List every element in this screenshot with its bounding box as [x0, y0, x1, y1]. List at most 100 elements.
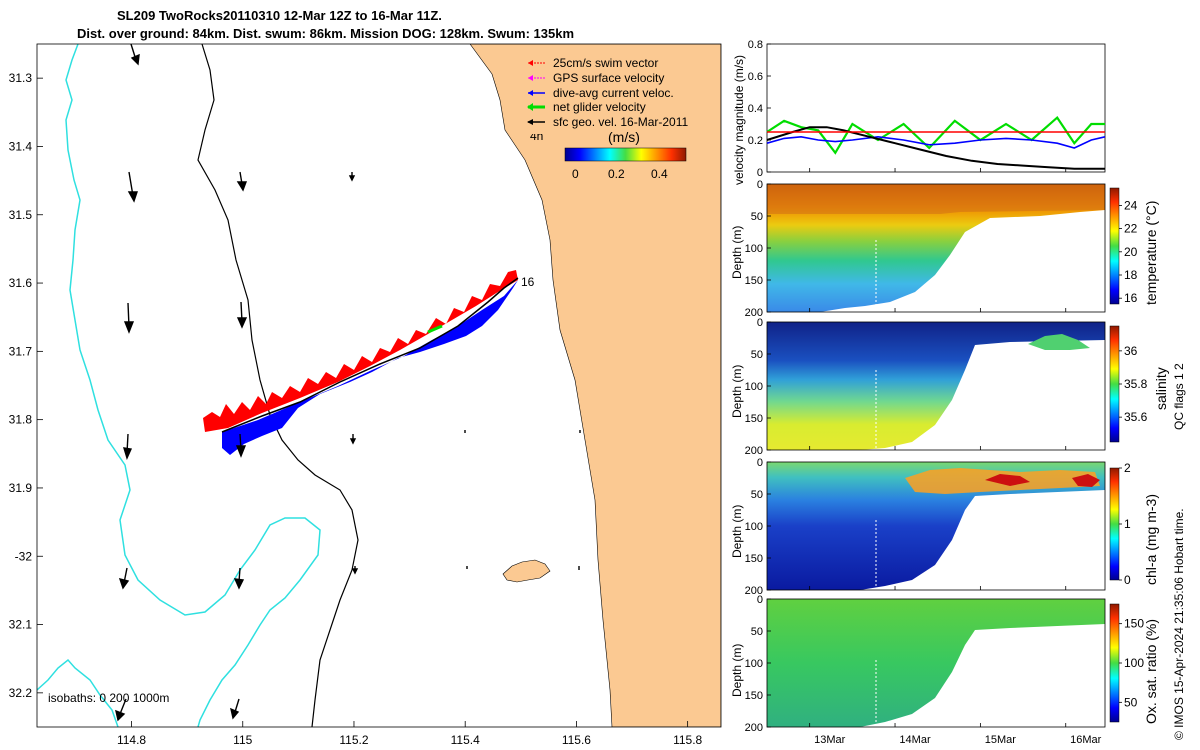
salinity-section: [767, 322, 1105, 450]
map-x-tick-label: 114.8: [117, 733, 146, 747]
legend-label-gps: GPS surface velocity: [553, 71, 664, 85]
velocity-y-tick-label: 0.6: [748, 71, 763, 83]
net-glider-velocity: [427, 324, 443, 334]
map-legend: 25cm/s swim vector GPS surface velocity …: [520, 52, 715, 181]
isobath-1000m: [65, 44, 321, 727]
depth-tick-label: 100: [745, 243, 763, 255]
colorbar-title: (m/s): [608, 129, 640, 145]
depth-tick-label: 50: [751, 489, 763, 501]
map-y-tick-label: 31.3: [9, 71, 33, 85]
legend-item-swim: 25cm/s swim vector: [528, 56, 658, 70]
time-tick-label: 15Mar: [985, 734, 1017, 746]
legend-item-sfc-geo: sfc geo. vel. 16-Mar-2011: [527, 115, 689, 129]
glider-track: [221, 277, 519, 433]
temp-cblabel: temperature (°C): [1143, 201, 1159, 305]
temperature-section: [767, 184, 1105, 312]
map-y-tick-label: 32.2: [9, 686, 33, 700]
map-y-tick-label: 31.5: [9, 208, 33, 222]
velocity-plot: [766, 115, 1106, 170]
map-y-tick-label: -32: [15, 549, 33, 563]
map-x-tick-label: 115.4: [451, 733, 480, 747]
chl-colorbar-ticks: 2 1 0: [1119, 461, 1131, 587]
colorbar-tick-label: 16: [1124, 291, 1138, 305]
island: [502, 559, 551, 583]
track-label: 16: [521, 275, 535, 289]
sal-colorbar: [1109, 325, 1120, 443]
colorbar-tick-label: 18: [1124, 268, 1138, 282]
map-y-tick-label: 31.8: [9, 413, 33, 427]
ox-colorbar: [1109, 603, 1120, 723]
velocity-series: [766, 126, 1105, 170]
depth-tick-label: 200: [745, 722, 763, 734]
colorbar-tick-label: 24: [1124, 198, 1138, 212]
velocity-series: [766, 135, 1106, 149]
velocity-y-tick-label: 0: [757, 167, 763, 179]
chl-panel: 0 50 100 150 200 2 1 0 chl-a (mg m-3) Depth (m…: [730, 457, 1159, 597]
velocity-axes-frame: [766, 43, 1106, 173]
temp-colorbar-ticks: 24 22 20 18 16: [1119, 198, 1138, 305]
map-y-tick-label: 31.9: [9, 481, 33, 495]
colorbar-tick-2: 0.4: [651, 167, 668, 181]
map-y-tick-label: 31.6: [9, 276, 33, 290]
speed-colorbar: [564, 147, 687, 162]
colorbar-tick-label: 36: [1124, 344, 1138, 358]
map-y-tick-label: 31.7: [9, 344, 33, 358]
map-x-tick-label: 115.8: [673, 733, 702, 747]
colorbar-tick-label: 2: [1124, 461, 1131, 475]
colorbar-tick-label: 1: [1124, 517, 1131, 531]
chl-ylabel: Depth (m): [730, 505, 744, 558]
salinity-panel: 0 50 100 150 200 36 35.8 35.6 salinity Depth (…: [730, 317, 1169, 457]
ox-panel: 0 50 100 150 200 150 100 50 Ox. sat. ratio (%)…: [730, 594, 1159, 734]
velocity-axes: 0 0.2 0.4 0.6 0.8: [748, 39, 771, 179]
map-x-tick-label: 115.2: [339, 733, 368, 747]
sal-cblabel: salinity: [1153, 367, 1169, 410]
chl-cblabel: chl-a (mg m-3): [1143, 494, 1159, 585]
legend-label-sfc-geo: sfc geo. vel. 16-Mar-2011: [553, 115, 689, 129]
depth-tick-label: 150: [745, 413, 763, 425]
depth-tick-label: 0: [757, 179, 763, 191]
map-axes-frame: [36, 43, 722, 728]
depth-tick-label: 100: [745, 658, 763, 670]
isobaths-label: isobaths: 0 200 1000m: [48, 691, 169, 705]
sal-axes: 0 50 100 150 200: [745, 317, 771, 457]
salinity-patch: [1028, 334, 1090, 350]
velocity-ylabel: velocity magnitude (m/s): [732, 55, 746, 185]
imos-footer: © IMOS 15-Apr-2024 21:35:06 Hobart time.: [1172, 508, 1186, 740]
legend-item-net: net glider velocity: [527, 100, 646, 114]
figure-title-line2: Dist. over ground: 84km. Dist. swum: 86k…: [77, 26, 574, 41]
ox-ylabel: Depth (m): [730, 644, 744, 697]
velocity-series: [766, 115, 1105, 155]
legend-label-dive-avg: dive-avg current veloc.: [553, 86, 674, 100]
depth-tick-label: 150: [745, 275, 763, 287]
velocity-panel: 0 0.2 0.4 0.6 0.8 velocity magnitude (m/s): [732, 39, 1106, 185]
depth-tick-label: 200: [745, 585, 763, 597]
sal-colorbar-ticks: 36 35.8 35.6: [1119, 344, 1148, 424]
figure-title-line1: SL209 TwoRocks20110310 12-Mar 12Z to 16-…: [117, 8, 442, 23]
ox-axes: 0 50 100 150 200: [745, 594, 771, 734]
depth-tick-label: 200: [745, 307, 763, 319]
map-y-tick-label: 31.4: [9, 139, 33, 153]
depth-tick-label: 150: [745, 690, 763, 702]
chl-section: [767, 462, 1105, 590]
colorbar-tick-label: 150: [1124, 617, 1144, 631]
qc-flags-label: QC flags 1 2: [1172, 363, 1186, 430]
depth-tick-label: 50: [751, 626, 763, 638]
temp-colorbar: [1109, 187, 1120, 305]
map-axes: 114.8 115 115.2 115.4 115.6 115.8 31.3 31.4 31.5…: [9, 71, 703, 747]
depth-tick-label: 150: [745, 553, 763, 565]
sal-ylabel: Depth (m): [730, 365, 744, 418]
chl-colorbar: [1109, 467, 1120, 581]
depth-tick-label: 0: [757, 457, 763, 469]
ox-section: [767, 599, 1105, 727]
colorbar-tick-label: 20: [1124, 245, 1138, 259]
colorbar-tick-1: 0.2: [608, 167, 625, 181]
colorbar-tick-label: 22: [1124, 222, 1138, 236]
chl-axes: 0 50 100 150 200: [745, 457, 771, 597]
coastline-land: [469, 44, 721, 727]
colorbar-tick-label: 0: [1124, 573, 1131, 587]
legend-item-dive-avg: dive-avg current veloc.: [528, 86, 674, 100]
depth-tick-label: 200: [745, 445, 763, 457]
chl-hotspot: [985, 474, 1100, 487]
dive-avg-currents: [222, 280, 518, 455]
legend-item-gps: GPS surface velocity: [528, 71, 664, 85]
